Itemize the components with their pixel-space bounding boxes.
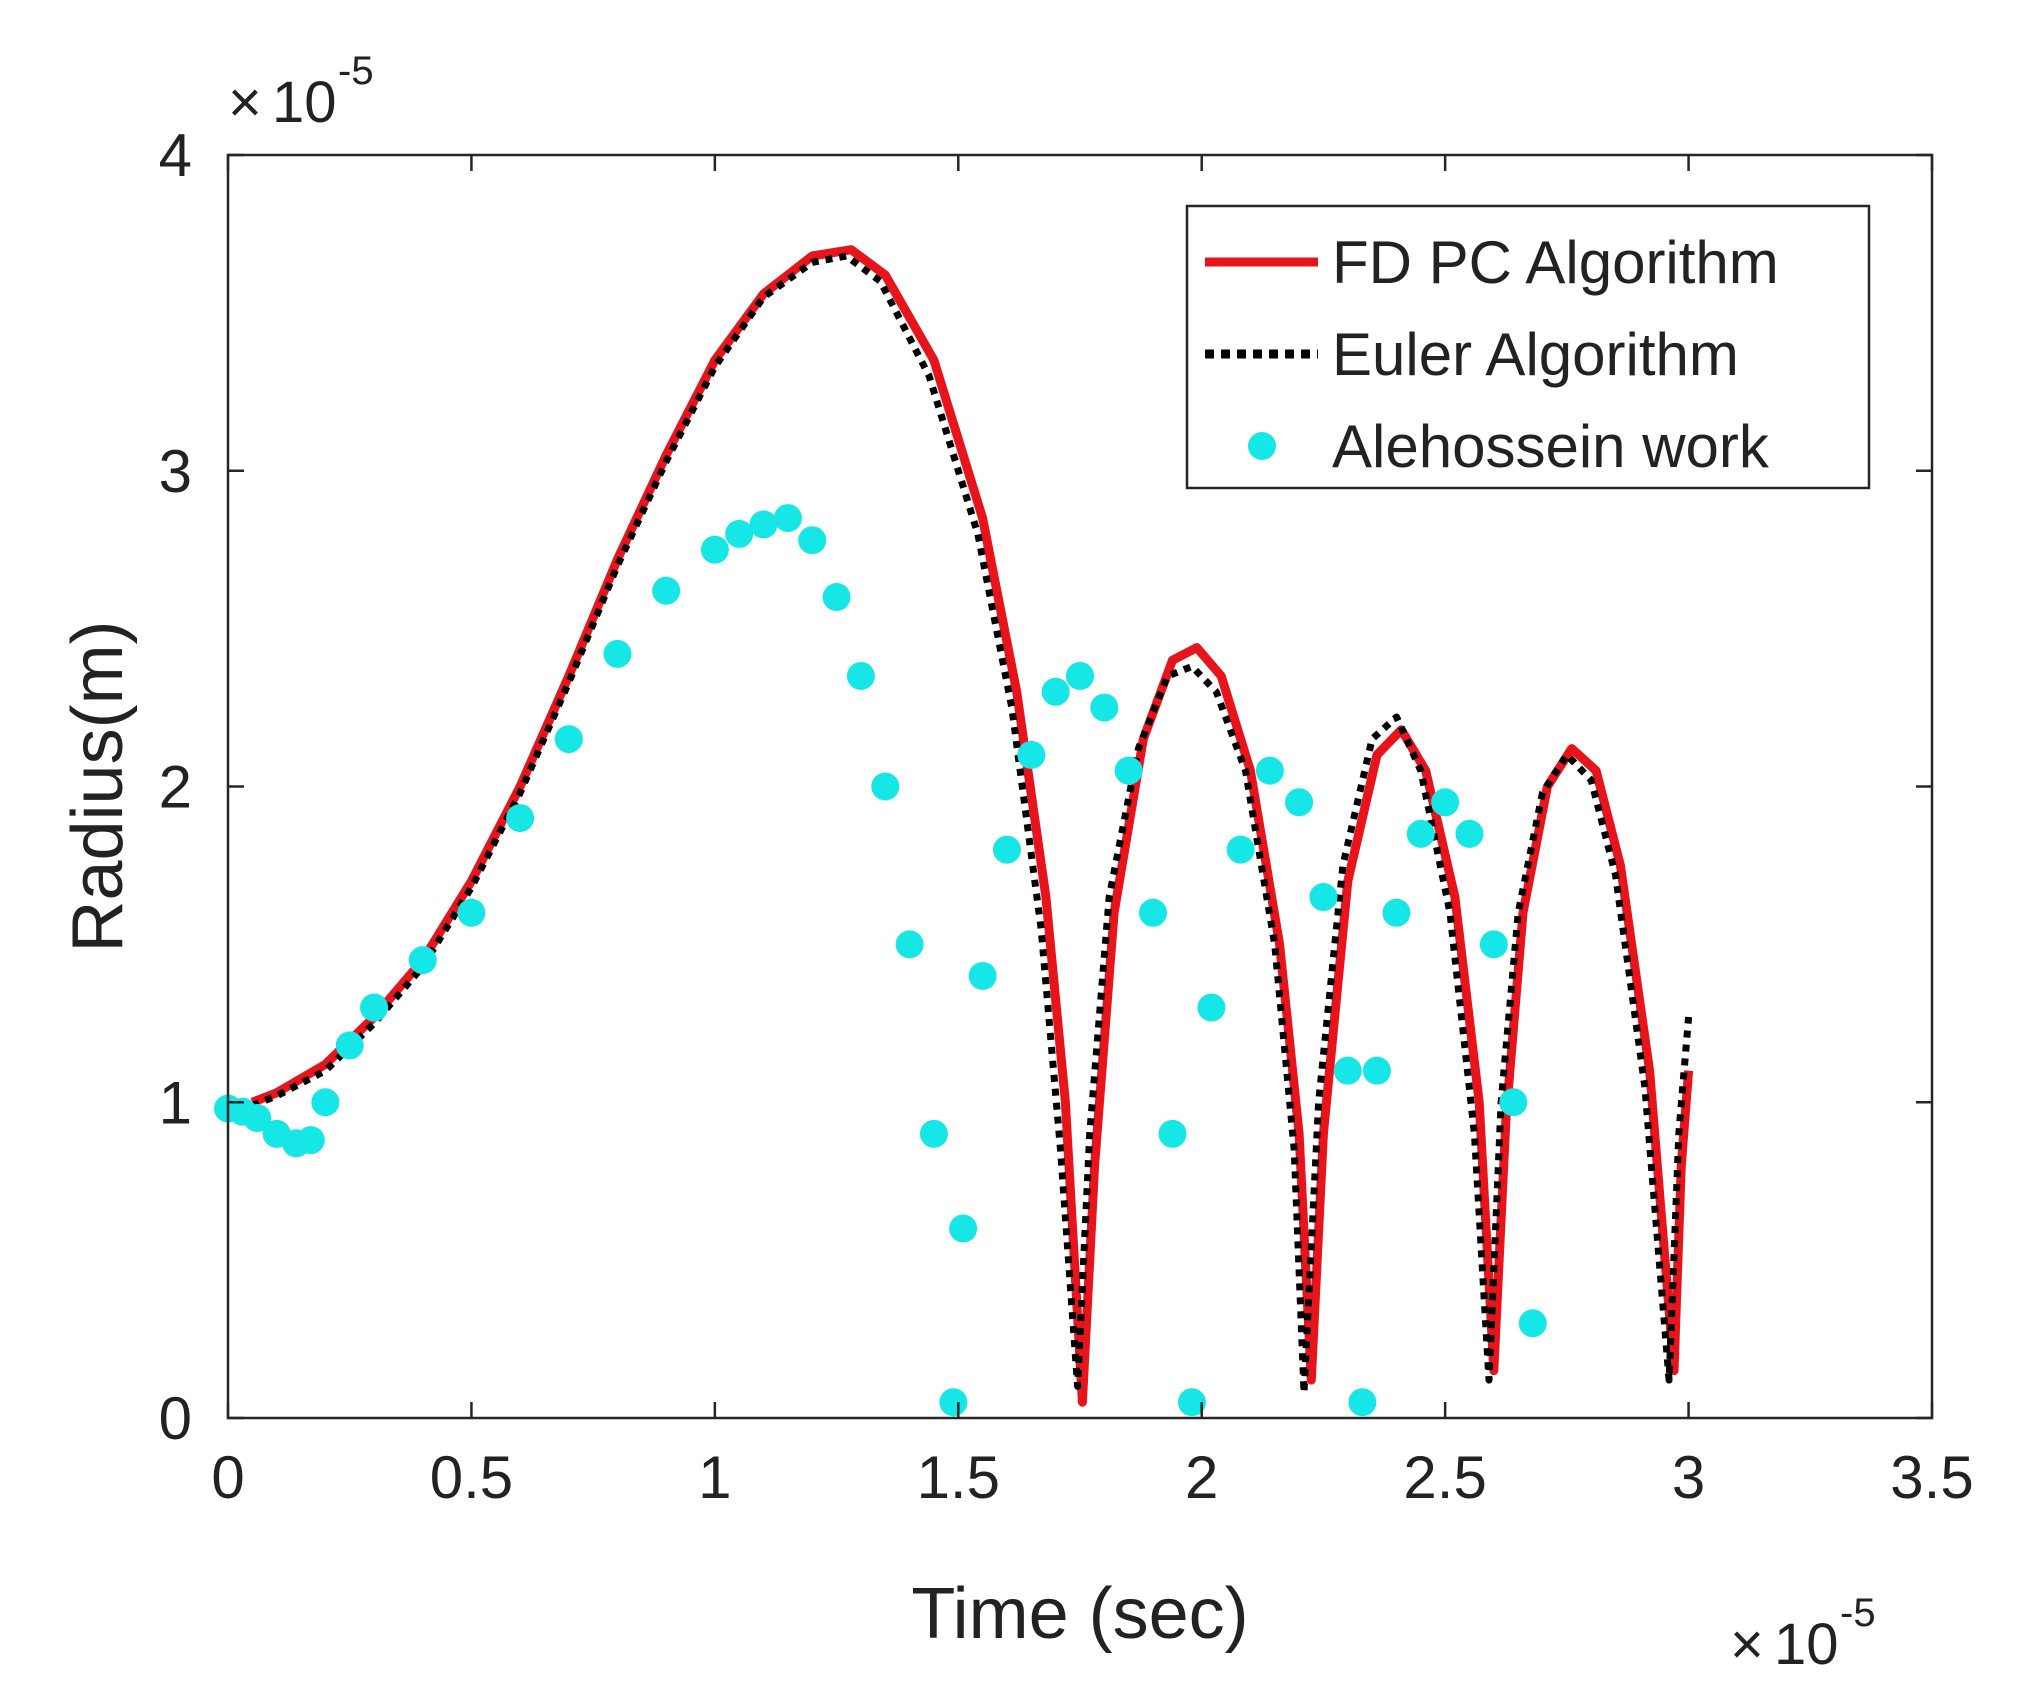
data-point-alehossein — [1382, 898, 1411, 927]
x-tick-label: 1 — [698, 1444, 731, 1511]
data-point-alehossein — [949, 1214, 978, 1243]
data-point-alehossein — [700, 535, 729, 564]
data-point-alehossein — [1518, 1309, 1547, 1338]
x-tick-label: 0 — [211, 1444, 244, 1511]
x-tick-label: 2 — [1185, 1444, 1218, 1511]
y-axis-multiplier: × 10 -5 — [228, 49, 374, 135]
data-point-alehossein — [652, 576, 681, 605]
x-multiplier-exponent: -5 — [1840, 1591, 1876, 1635]
data-point-alehossein — [1479, 930, 1508, 959]
legend-box — [1185, 204, 1871, 490]
data-point-alehossein — [846, 661, 875, 690]
data-point-alehossein — [773, 504, 802, 533]
data-point-alehossein — [311, 1088, 340, 1117]
x-tick-label: 3.5 — [1890, 1444, 1973, 1511]
data-point-alehossein — [1255, 756, 1284, 785]
data-point-alehossein — [1285, 788, 1314, 817]
data-point-alehossein — [1139, 898, 1168, 927]
data-point-alehossein — [871, 772, 900, 801]
data-point-alehossein — [1197, 993, 1226, 1022]
data-point-alehossein — [1406, 819, 1435, 848]
series-layer — [214, 245, 1694, 1417]
data-point-alehossein — [1066, 661, 1094, 690]
data-point-alehossein — [939, 1388, 968, 1417]
data-point-alehossein — [506, 804, 535, 833]
data-point-alehossein — [992, 835, 1021, 864]
data-point-alehossein — [822, 583, 851, 612]
data-point-alehossein — [895, 930, 924, 959]
x-tick-label: 3 — [1672, 1444, 1705, 1511]
y-axis-label: Radius(m) — [58, 620, 138, 952]
axis-ticks: 0 0.5 1 1.5 2 2.5 3 3.5 0 1 2 3 4 — [159, 122, 1974, 1511]
y-tick-label: 2 — [159, 754, 192, 821]
x-multiplier-times-sign: × — [1730, 1612, 1764, 1677]
data-point-alehossein — [725, 519, 754, 548]
data-point-alehossein — [1455, 819, 1484, 848]
legend-label-fd-pc: FD PC Algorithm — [1332, 229, 1779, 296]
data-point-alehossein — [1177, 1388, 1206, 1417]
data-point-alehossein — [1431, 788, 1460, 817]
data-point-alehossein — [457, 898, 486, 927]
data-point-alehossein — [408, 946, 437, 975]
data-point-alehossein — [360, 993, 389, 1022]
legend-label-alehossein: Alehossein work — [1332, 413, 1770, 480]
x-axis-label: Time (sec) — [911, 1574, 1248, 1654]
y-multiplier-base: 10 — [272, 70, 337, 135]
data-point-alehossein — [749, 510, 778, 539]
data-point-alehossein — [1348, 1388, 1377, 1417]
y-tick-label: 4 — [159, 122, 192, 189]
data-point-alehossein — [1309, 883, 1338, 912]
data-point-alehossein — [243, 1104, 272, 1133]
legend-label-euler: Euler Algorithm — [1332, 321, 1739, 388]
data-point-alehossein — [1158, 1119, 1187, 1148]
y-tick-label: 0 — [159, 1385, 192, 1452]
data-point-alehossein — [603, 639, 632, 668]
x-tick-label: 2.5 — [1403, 1444, 1486, 1511]
data-point-alehossein — [1017, 740, 1046, 769]
data-point-alehossein — [1499, 1088, 1528, 1117]
legend: FD PC Algorithm Euler Algorithm Alehosse… — [1185, 204, 1871, 490]
x-axis-multiplier: × 10 -5 — [1730, 1591, 1876, 1677]
x-tick-label: 1.5 — [917, 1444, 1000, 1511]
x-multiplier-base: 10 — [1774, 1612, 1839, 1677]
y-multiplier-times-sign: × — [228, 70, 262, 135]
data-point-alehossein — [1333, 1056, 1362, 1085]
data-point-alehossein — [968, 961, 997, 990]
data-point-alehossein — [1090, 693, 1119, 722]
data-point-alehossein — [798, 526, 827, 555]
y-multiplier-exponent: -5 — [338, 49, 374, 93]
legend-swatch-alehossein — [1248, 432, 1276, 460]
data-point-alehossein — [1114, 756, 1143, 785]
data-point-alehossein — [296, 1126, 325, 1155]
data-point-alehossein — [919, 1119, 948, 1148]
y-tick-label: 1 — [159, 1069, 192, 1136]
data-point-alehossein — [335, 1031, 364, 1060]
data-point-alehossein — [1362, 1056, 1391, 1085]
data-point-alehossein — [1226, 835, 1255, 864]
y-tick-label: 3 — [159, 438, 192, 505]
x-tick-label: 0.5 — [430, 1444, 513, 1511]
data-point-alehossein — [1041, 677, 1070, 706]
data-point-alehossein — [554, 725, 583, 754]
